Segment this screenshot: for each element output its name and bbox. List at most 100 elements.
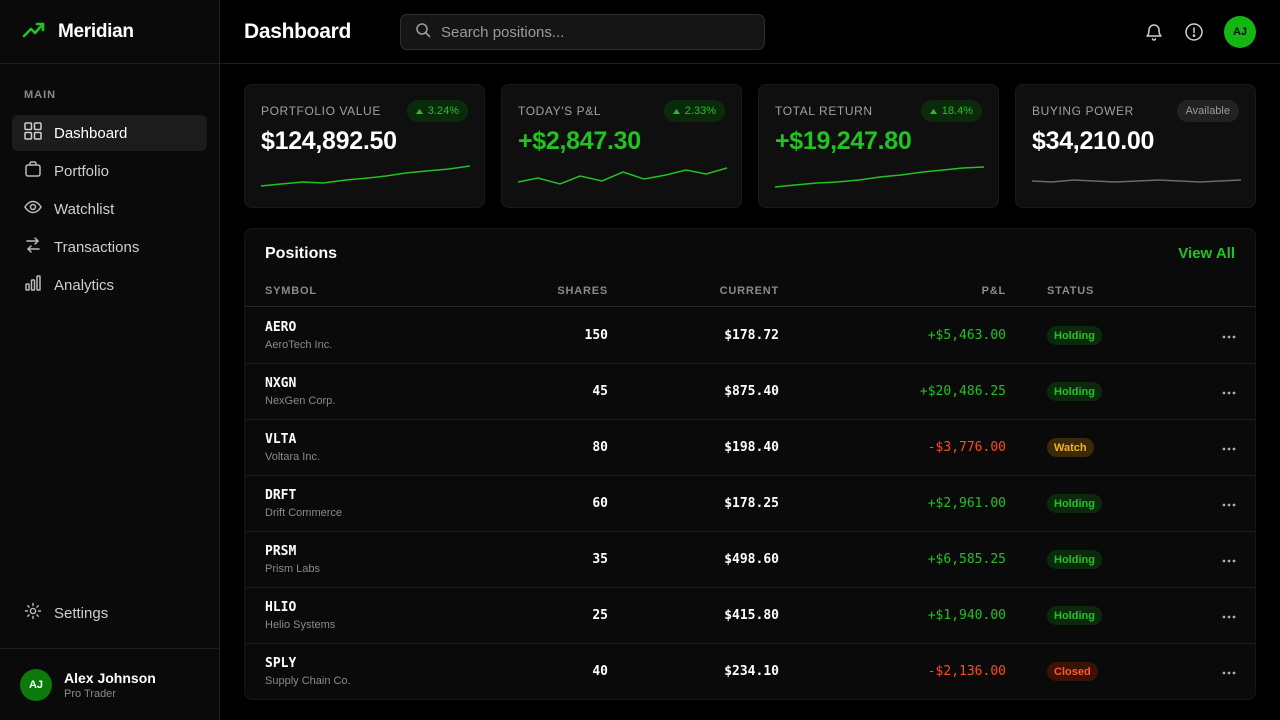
column-header-status: STATUS: [1047, 285, 1095, 297]
pnl: +$1,940.00: [927, 608, 1006, 623]
stat-card-todays-pnl: TODAY'S P&L 2.33% +$2,847.30: [501, 84, 742, 208]
change-badge: 2.33%: [663, 100, 725, 122]
company-name: Helio Systems: [265, 619, 336, 631]
column-header-pnl: P&L: [981, 285, 1006, 297]
status-badge: Holding: [1047, 326, 1102, 345]
shares: 35: [592, 552, 608, 567]
card-value: $124,892.50: [261, 127, 397, 155]
symbol: DRFT: [265, 488, 297, 503]
bar-chart-icon: [24, 274, 42, 296]
more-icon[interactable]: [1222, 671, 1236, 675]
card-label: TOTAL RETURN: [775, 104, 873, 118]
table-row[interactable]: SPLY Supply Chain Co. 40 $234.10 -$2,136…: [245, 644, 1255, 700]
sparkline: [1032, 179, 1241, 183]
status-badge: Holding: [1047, 606, 1102, 625]
panel-title: Positions: [265, 245, 338, 262]
caret-up-icon: [672, 105, 680, 117]
card-label: BUYING POWER: [1032, 104, 1134, 118]
more-icon[interactable]: [1222, 447, 1236, 451]
symbol: VLTA: [265, 432, 297, 447]
current-price: $415.80: [724, 608, 779, 623]
card-label: TODAY'S P&L: [518, 104, 602, 118]
badge-text: 3.24%: [427, 105, 459, 117]
eye-icon: [24, 198, 42, 220]
stat-card-buying-power: BUYING POWER Available $34,210.00: [1015, 84, 1256, 208]
header: Dashboard AJ: [220, 0, 1280, 64]
sidebar: Meridian MAIN Dashboard Portfolio Watchl…: [0, 0, 220, 720]
status-badge: Holding: [1047, 382, 1102, 401]
company-name: Supply Chain Co.: [265, 675, 351, 687]
pnl: +$20,486.25: [919, 384, 1006, 399]
brand[interactable]: Meridian: [0, 0, 219, 64]
shares: 80: [592, 440, 608, 455]
pnl: -$3,776.00: [927, 440, 1006, 455]
table-row[interactable]: VLTA Voltara Inc. 80 $198.40 -$3,776.00 …: [245, 420, 1255, 476]
page-title: Dashboard: [244, 19, 351, 43]
shares: 40: [592, 664, 608, 679]
stat-card-total-return: TOTAL RETURN 18.4% +$19,247.80: [758, 84, 999, 208]
sparkline: [261, 165, 470, 187]
more-icon[interactable]: [1222, 615, 1236, 619]
bell-icon[interactable]: [1144, 22, 1164, 42]
symbol: NXGN: [265, 376, 297, 391]
change-badge: 18.4%: [920, 100, 982, 122]
more-icon[interactable]: [1222, 391, 1236, 395]
sidebar-item-settings[interactable]: Settings: [12, 595, 207, 631]
sidebar-item-watchlist[interactable]: Watchlist: [12, 191, 207, 227]
caret-up-icon: [415, 105, 423, 117]
column-header-shares: SHARES: [557, 285, 608, 297]
table-row[interactable]: HLIO Helio Systems 25 $415.80 +$1,940.00…: [245, 588, 1255, 644]
sidebar-item-label: Settings: [54, 604, 109, 622]
status-badge: Closed: [1047, 662, 1098, 681]
badge-text: 2.33%: [684, 105, 716, 117]
sidebar-item-portfolio[interactable]: Portfolio: [12, 153, 207, 189]
user-role: Pro Trader: [64, 687, 116, 700]
sidebar-item-analytics[interactable]: Analytics: [12, 267, 207, 303]
user-profile[interactable]: AJ Alex Johnson Pro Trader: [0, 648, 219, 720]
sidebar-item-label: Watchlist: [54, 200, 115, 218]
sparkline: [518, 167, 727, 185]
sidebar-item-label: Dashboard: [54, 124, 128, 142]
main-nav: Dashboard Portfolio Watchlist Transactio…: [12, 115, 207, 305]
current-price: $234.10: [724, 664, 779, 679]
status-badge: Watch: [1047, 438, 1094, 457]
table-row[interactable]: DRFT Drift Commerce 60 $178.25 +$2,961.0…: [245, 476, 1255, 532]
view-all-link[interactable]: View All: [1178, 245, 1235, 262]
more-icon[interactable]: [1222, 559, 1236, 563]
change-badge: 3.24%: [406, 100, 468, 122]
pnl: +$2,961.00: [927, 496, 1006, 511]
table-row[interactable]: AERO AeroTech Inc. 150 $178.72 +$5,463.0…: [245, 308, 1255, 364]
symbol: HLIO: [265, 600, 297, 615]
info-icon[interactable]: [1184, 22, 1204, 42]
current-price: $498.60: [724, 552, 779, 567]
card-value: +$2,847.30: [518, 127, 641, 155]
status-badge: Available: [1176, 100, 1239, 122]
brand-name: Meridian: [58, 20, 134, 42]
search-box[interactable]: [400, 14, 765, 50]
more-icon[interactable]: [1222, 335, 1236, 339]
symbol: AERO: [265, 320, 297, 335]
section-label-main: MAIN: [24, 89, 57, 101]
avatar[interactable]: AJ: [1224, 16, 1256, 48]
card-value: +$19,247.80: [775, 127, 912, 155]
table-header: SYMBOL SHARES CURRENT P&L STATUS: [245, 285, 1255, 307]
company-name: NexGen Corp.: [265, 395, 336, 407]
sidebar-item-transactions[interactable]: Transactions: [12, 229, 207, 265]
pnl: +$6,585.25: [927, 552, 1006, 567]
company-name: Drift Commerce: [265, 507, 343, 519]
symbol: SPLY: [265, 656, 297, 671]
table-row[interactable]: NXGN NexGen Corp. 45 $875.40 +$20,486.25…: [245, 364, 1255, 420]
caret-up-icon: [929, 105, 937, 117]
sidebar-item-label: Transactions: [54, 238, 140, 256]
current-price: $178.25: [724, 496, 779, 511]
symbol: PRSM: [265, 544, 297, 559]
table-row[interactable]: PRSM Prism Labs 35 $498.60 +$6,585.25 Ho…: [245, 532, 1255, 588]
card-value: $34,210.00: [1032, 127, 1155, 155]
sidebar-item-dashboard[interactable]: Dashboard: [12, 115, 207, 151]
status-badge: Holding: [1047, 494, 1102, 513]
positions-panel: Positions View All SYMBOL SHARES CURRENT…: [244, 228, 1256, 700]
column-header-symbol: SYMBOL: [265, 285, 317, 297]
swap-icon: [24, 236, 42, 258]
search-input[interactable]: [441, 23, 741, 41]
more-icon[interactable]: [1222, 503, 1236, 507]
